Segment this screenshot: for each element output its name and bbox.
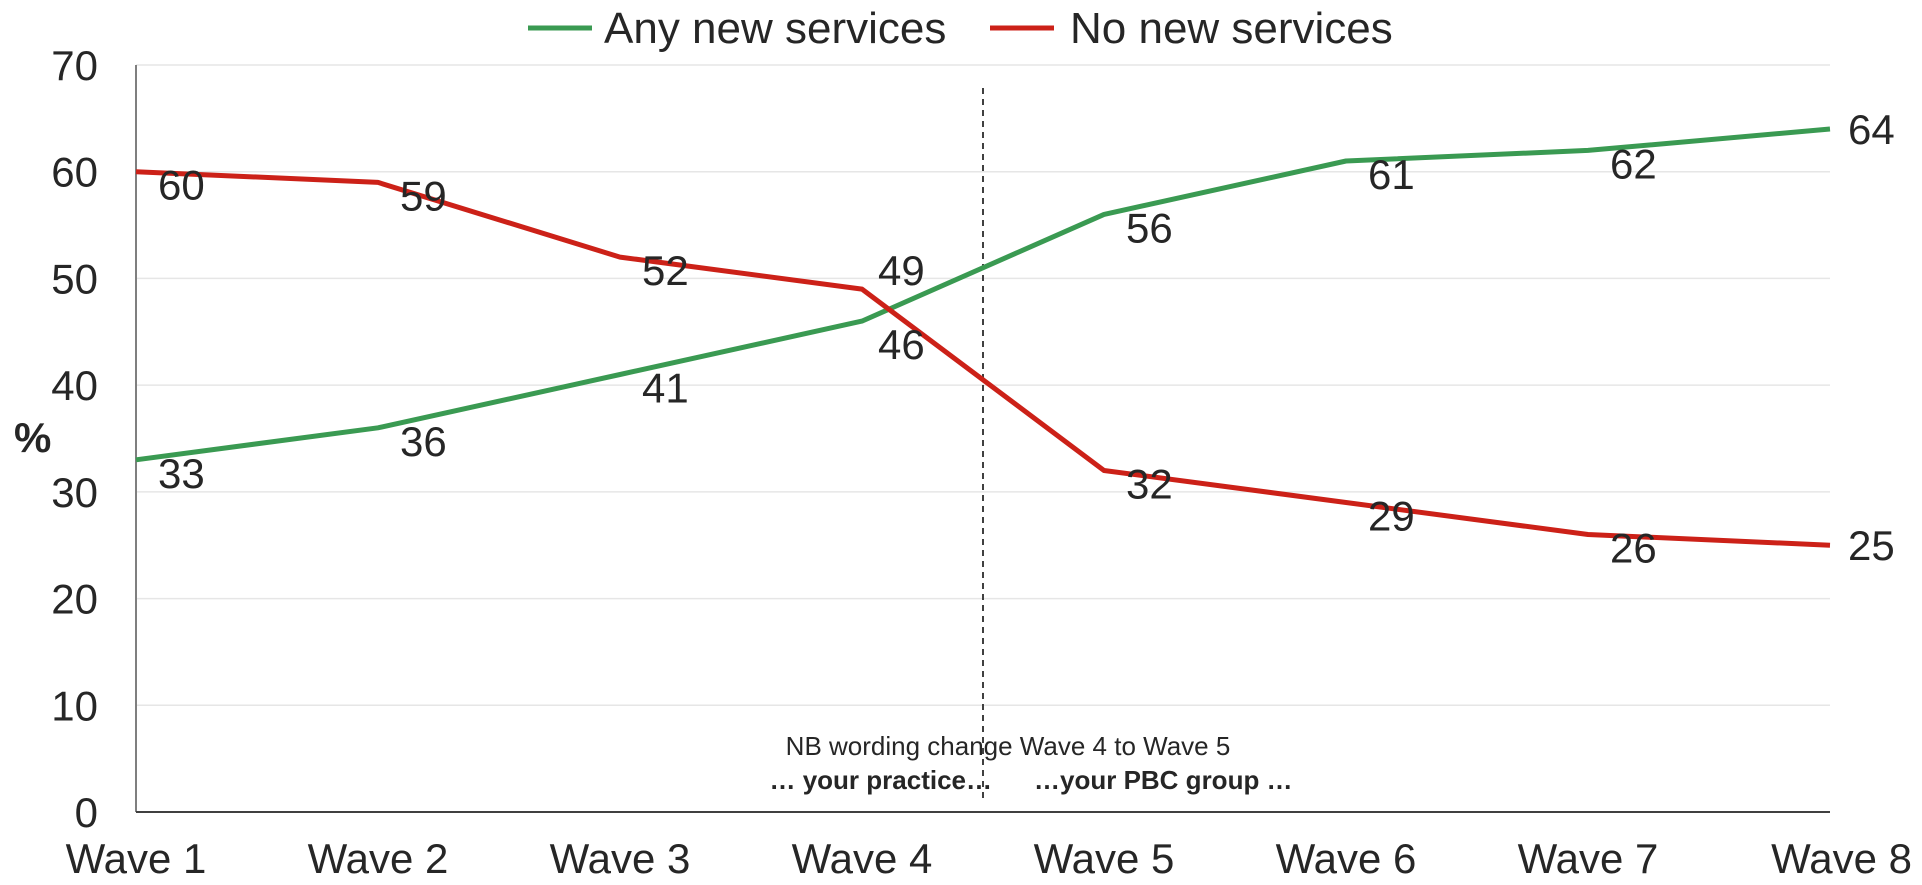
y-tick-label: 50 (51, 255, 98, 302)
data-label: 32 (1126, 461, 1173, 508)
data-label: 59 (400, 172, 447, 219)
data-label: 25 (1848, 522, 1895, 569)
data-label: 56 (1126, 204, 1173, 251)
y-tick-label: 30 (51, 469, 98, 516)
x-axis-ticks: Wave 1 Wave 2 Wave 3 Wave 4 Wave 5 Wave 6 Wave… (66, 835, 1912, 882)
data-label: 46 (878, 321, 925, 368)
data-label: 49 (878, 247, 925, 294)
data-label: 29 (1368, 493, 1415, 540)
series-line-1 (135, 169, 1831, 548)
y-tick-label: 60 (51, 149, 98, 196)
legend-label: No new services (1070, 4, 1393, 53)
data-label: 52 (642, 247, 689, 294)
annotation-left-text: … your practice… (769, 765, 992, 795)
x-tick-label: Wave 3 (550, 835, 691, 882)
data-label: 36 (400, 418, 447, 465)
data-label: 33 (158, 450, 205, 497)
data-labels: 33 36 41 46 56 61 62 64 60 59 52 49 32 29 26 25 (158, 106, 1895, 572)
series-line-0 (135, 126, 1831, 463)
x-tick-label: Wave 2 (308, 835, 449, 882)
x-tick-label: Wave 4 (792, 835, 933, 882)
y-axis-label: % (14, 414, 51, 461)
y-tick-label: 40 (51, 362, 98, 409)
x-tick-label: Wave 8 (1771, 835, 1912, 882)
x-tick-label: Wave 7 (1518, 835, 1659, 882)
legend: Any new services No new services (528, 4, 1393, 53)
x-tick-label: Wave 6 (1276, 835, 1417, 882)
data-label: 26 (1610, 525, 1657, 572)
y-tick-label: 70 (51, 42, 98, 89)
y-tick-label: 20 (51, 576, 98, 623)
x-tick-label: Wave 5 (1034, 835, 1175, 882)
data-label: 61 (1368, 151, 1415, 198)
y-axis-ticks: 0 10 20 30 40 50 60 70 (51, 42, 98, 836)
data-label: 60 (158, 162, 205, 209)
data-label: 41 (642, 364, 689, 411)
legend-label: Any new services (604, 4, 946, 53)
annotation-note: NB wording change Wave 4 to Wave 5 (786, 731, 1231, 761)
y-tick-label: 10 (51, 682, 98, 729)
series-lines (135, 126, 1831, 548)
data-label: 64 (1848, 106, 1895, 153)
annotation-right-text: …your PBC group … (1034, 765, 1293, 795)
x-tick-label: Wave 1 (66, 835, 207, 882)
axes (135, 65, 1830, 813)
y-tick-label: 0 (75, 789, 98, 836)
annotation: NB wording change Wave 4 to Wave 5 … you… (769, 731, 1292, 795)
data-label: 62 (1610, 140, 1657, 187)
